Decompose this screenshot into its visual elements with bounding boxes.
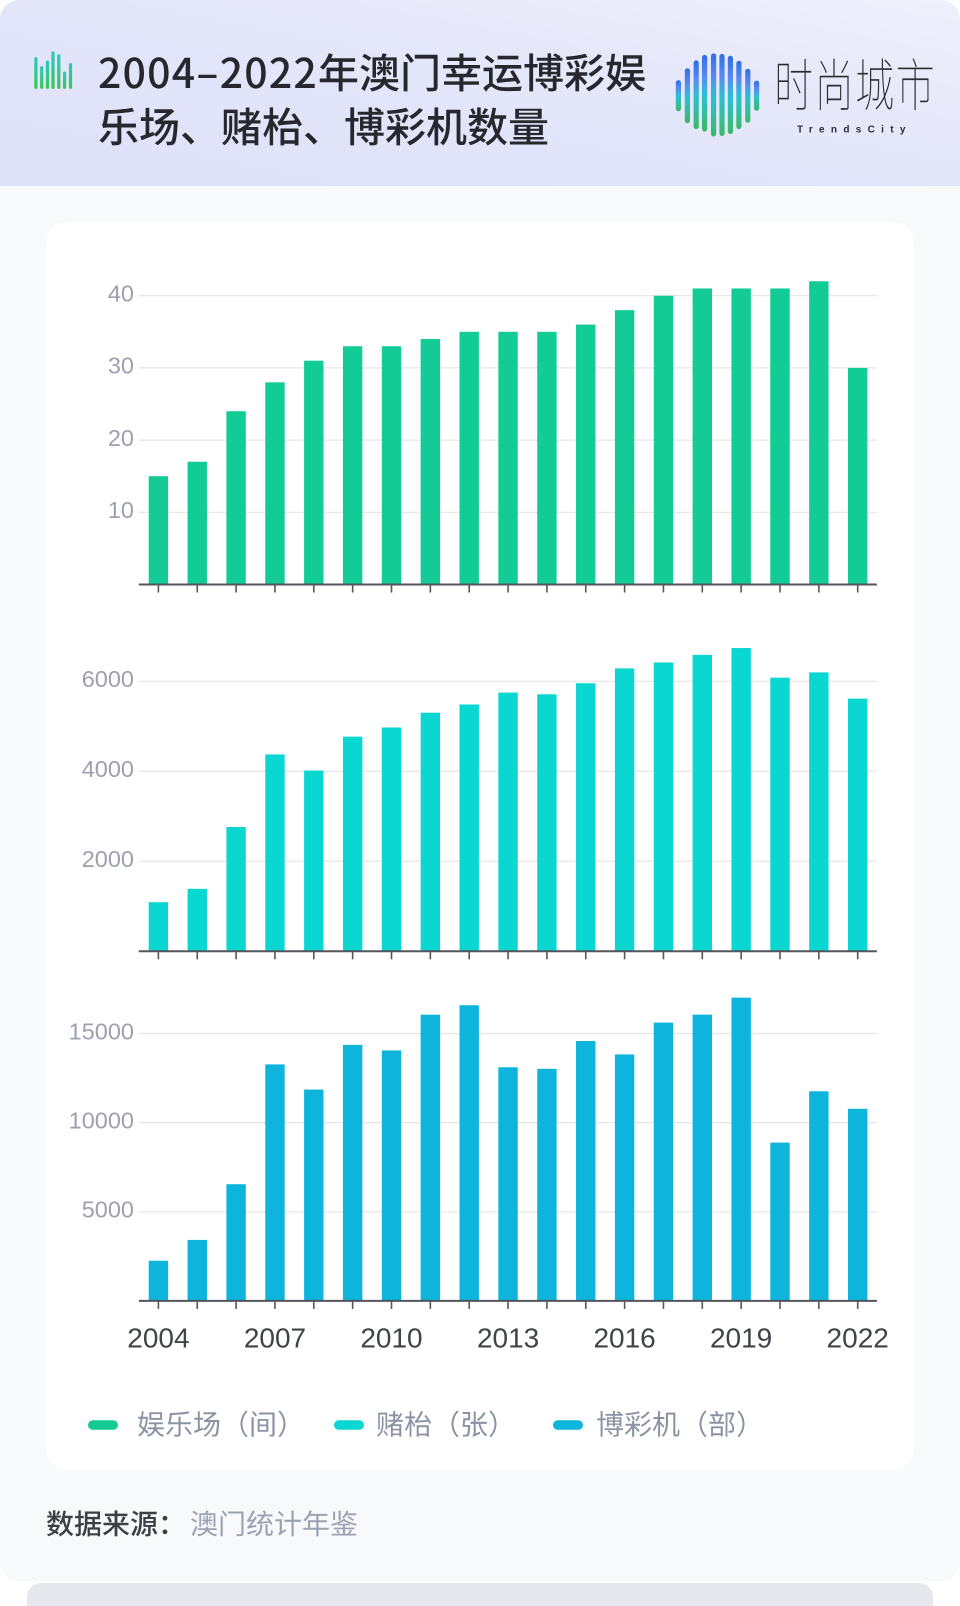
svg-text:2004: 2004 — [127, 1323, 189, 1354]
svg-text:TrendsCity: TrendsCity — [797, 124, 912, 135]
svg-text:40: 40 — [108, 281, 134, 307]
svg-text:2010: 2010 — [360, 1323, 422, 1354]
svg-text:30: 30 — [108, 353, 134, 379]
svg-text:2022: 2022 — [827, 1323, 889, 1354]
svg-text:2016: 2016 — [593, 1323, 655, 1354]
svg-text:2019: 2019 — [710, 1323, 772, 1354]
svg-text:4000: 4000 — [82, 756, 134, 782]
svg-text:10: 10 — [108, 497, 134, 523]
svg-text:20: 20 — [108, 425, 134, 451]
svg-text:2000: 2000 — [82, 846, 134, 872]
svg-text:15000: 15000 — [69, 1018, 134, 1044]
svg-text:6000: 6000 — [82, 666, 134, 692]
svg-text:5000: 5000 — [82, 1197, 134, 1223]
svg-text:2013: 2013 — [477, 1323, 539, 1354]
svg-text:2007: 2007 — [244, 1323, 306, 1354]
svg-text:10000: 10000 — [69, 1107, 134, 1133]
